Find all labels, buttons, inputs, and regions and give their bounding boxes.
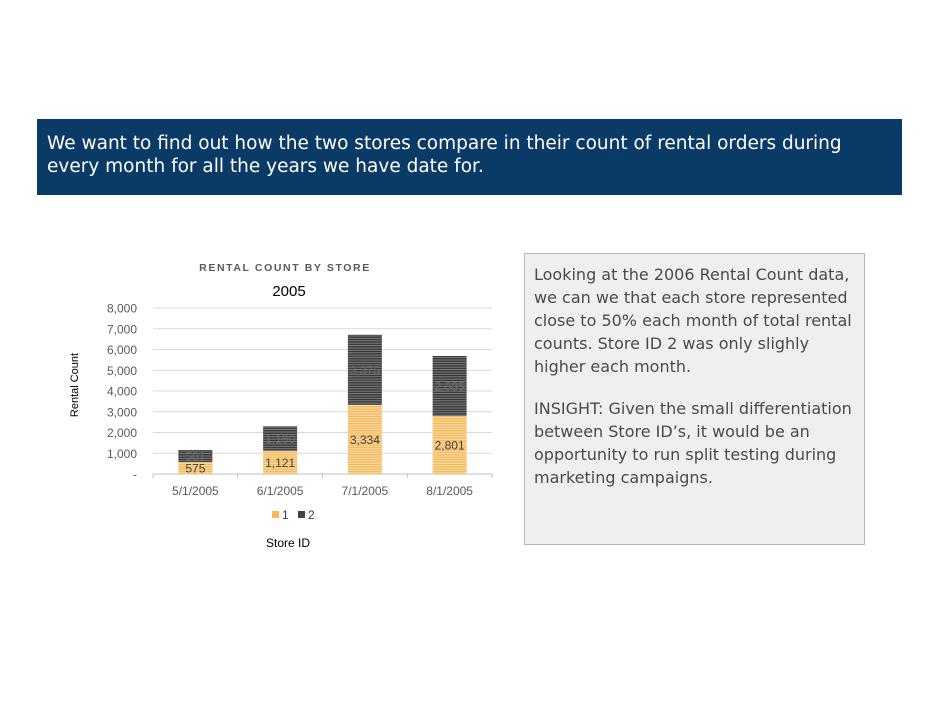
legend-label-store-1: 1 <box>282 508 289 522</box>
bar-store-2 <box>178 450 213 463</box>
data-label: 3,334 <box>350 433 380 447</box>
y-axis-label: Rental Count <box>69 353 81 417</box>
rental-count-chart: RENTAL COUNT BY STORE 2005 Rental Count … <box>60 250 505 560</box>
insight-recommendation: INSIGHT: Given the small differentiation… <box>534 399 852 487</box>
y-tick-label: 8,000 <box>107 302 137 316</box>
chart-title: RENTAL COUNT BY STORE <box>199 262 371 274</box>
y-tick-label: 7,000 <box>107 322 137 336</box>
bar-store-1 <box>263 450 298 474</box>
bar-store-2 <box>347 334 382 405</box>
insight-panel: Looking at the 2006 Rental Count data, w… <box>524 253 865 545</box>
y-tick-label: 1,000 <box>107 447 137 461</box>
data-label: 2,885 <box>435 379 465 393</box>
data-label: 581 <box>185 450 205 464</box>
data-label: 3,375 <box>350 363 380 377</box>
bar-store-1 <box>432 415 467 474</box>
chart-svg: RENTAL COUNT BY STORE 2005 Rental Count … <box>69 262 493 550</box>
x-tick-label: 7/1/2005 <box>342 484 389 498</box>
legend-swatch-store-1 <box>272 511 279 518</box>
y-tick-label: 3,000 <box>107 405 137 419</box>
data-label: 2,801 <box>435 438 465 452</box>
legend-swatch-store-2 <box>298 511 305 518</box>
y-tick-label: - <box>133 468 137 482</box>
x-tick-label: 5/1/2005 <box>172 484 219 498</box>
x-tick-label: 8/1/2005 <box>426 484 473 498</box>
data-label: 1,121 <box>265 456 295 470</box>
bar-store-1 <box>178 462 213 474</box>
bar-store-2 <box>432 356 467 416</box>
data-label: 1,180 <box>265 432 295 446</box>
bar-store-2 <box>263 426 298 451</box>
chart-subtitle: 2005 <box>272 283 305 300</box>
header-banner: We want to find out how the two stores c… <box>37 119 902 195</box>
y-tick-label: 2,000 <box>107 426 137 440</box>
data-label: 575 <box>185 462 205 476</box>
x-tick-label: 6/1/2005 <box>257 484 304 498</box>
bar-store-1 <box>347 404 382 474</box>
legend-label-store-2: 2 <box>308 508 315 522</box>
x-axis-label: Store ID <box>266 536 310 550</box>
y-tick-label: 5,000 <box>107 364 137 378</box>
insight-observation: Looking at the 2006 Rental Count data, w… <box>534 265 852 376</box>
y-tick-label: 4,000 <box>107 385 137 399</box>
banner-text: We want to find out how the two stores c… <box>47 133 842 177</box>
y-tick-label: 6,000 <box>107 343 137 357</box>
